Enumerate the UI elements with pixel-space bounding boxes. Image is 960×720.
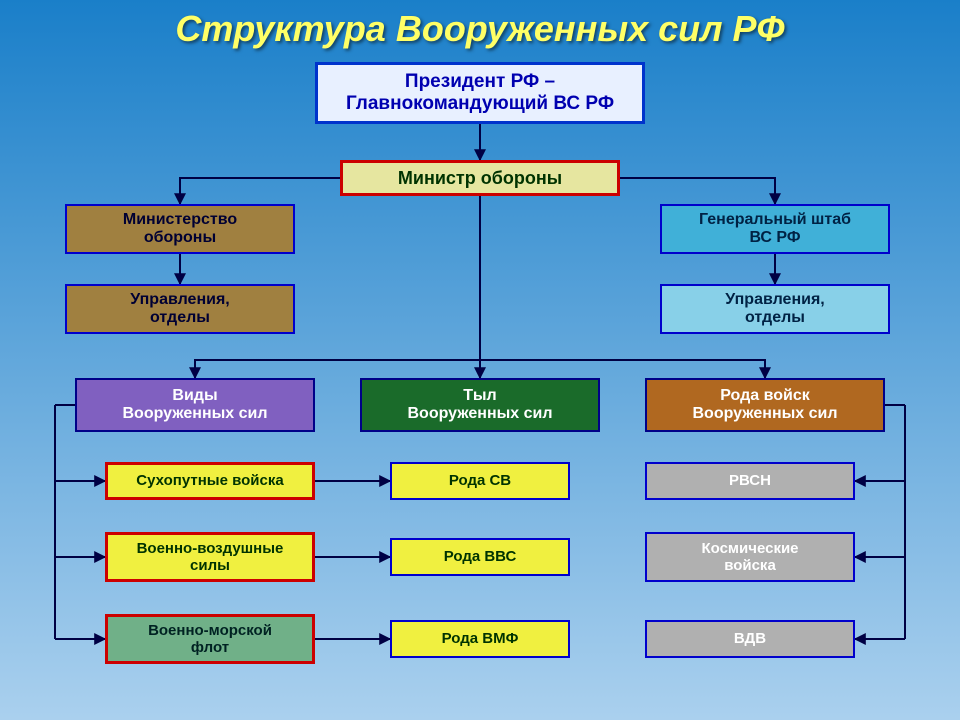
- node-navy: Военно-морскойфлот: [105, 614, 315, 664]
- node-minister: Министр обороны: [340, 160, 620, 196]
- node-genstaff: Генеральный штабВС РФ: [660, 204, 890, 254]
- node-space: Космическиевойска: [645, 532, 855, 582]
- node-roda_vvs: Рода ВВС: [390, 538, 570, 576]
- node-roda: Рода войскВооруженных сил: [645, 378, 885, 432]
- node-air: Военно-воздушныесилы: [105, 532, 315, 582]
- node-president: Президент РФ –Главнокомандующий ВС РФ: [315, 62, 645, 124]
- node-dept_left: Управления,отделы: [65, 284, 295, 334]
- node-vidy: ВидыВооруженных сил: [75, 378, 315, 432]
- diagram-canvas: Структура Вооруженных сил РФ Президент Р…: [0, 0, 960, 720]
- node-rvsn: РВСН: [645, 462, 855, 500]
- diagram-title: Структура Вооруженных сил РФ: [0, 8, 960, 50]
- node-roda_vmf: Рода ВМФ: [390, 620, 570, 658]
- node-tyl: ТылВооруженных сил: [360, 378, 600, 432]
- node-roda_sv: Рода СВ: [390, 462, 570, 500]
- node-ground: Сухопутные войска: [105, 462, 315, 500]
- node-vdv: ВДВ: [645, 620, 855, 658]
- node-ministry: Министерствообороны: [65, 204, 295, 254]
- node-dept_right: Управления,отделы: [660, 284, 890, 334]
